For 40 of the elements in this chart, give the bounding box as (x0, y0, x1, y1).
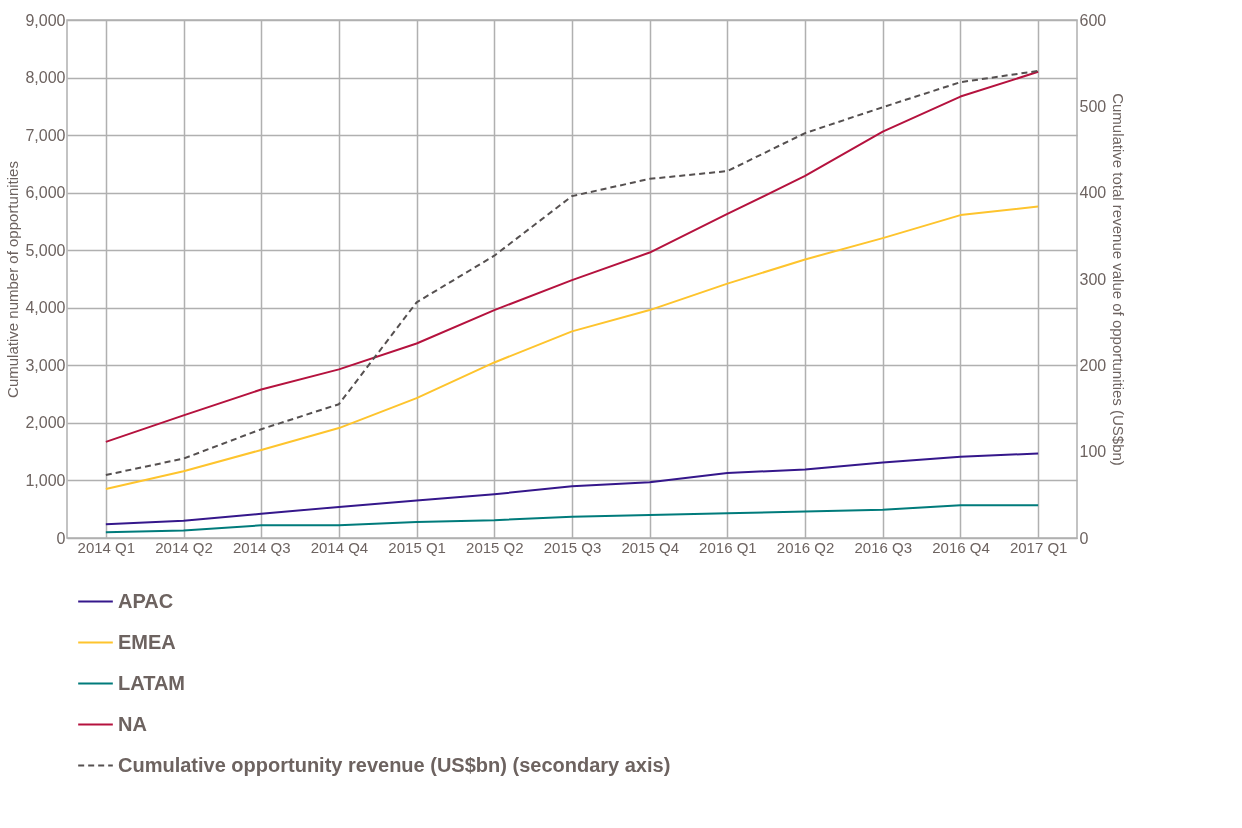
y-tick-label: 1,000 (25, 471, 66, 489)
legend-label: Cumulative opportunity revenue (US$bn) (secondary axis) (118, 753, 671, 776)
y2-tick-label: 300 (1079, 270, 1107, 288)
y2-axis-title: Cumulative total revenue value of opportunities (US$bn) (1110, 93, 1128, 466)
y2-tick-label: 400 (1079, 184, 1107, 202)
y2-tick-label: 600 (1079, 11, 1107, 29)
x-tick-label: 2015 Q1 (388, 538, 446, 556)
x-tick-label: 2014 Q2 (155, 538, 213, 556)
y-tick-label: 6,000 (25, 184, 66, 202)
x-tick-label: 2016 Q4 (932, 538, 990, 556)
y-tick-label: 3,000 (25, 356, 66, 374)
legend-label: LATAM (118, 671, 186, 694)
x-tick-label: 2014 Q1 (77, 538, 136, 556)
x-tick-label: 2016 Q1 (699, 538, 757, 556)
x-tick-label: 2017 Q1 (1009, 538, 1068, 556)
y-axis-title: Cumulative number of opportunities (4, 161, 22, 398)
x-tick-label: 2015 Q4 (621, 538, 679, 556)
legend-label: NA (118, 712, 147, 735)
line-series (104, 504, 1040, 534)
line-series (104, 452, 1040, 526)
y-tick-label: 5,000 (25, 241, 66, 259)
y-tick-label: 9,000 (25, 11, 66, 29)
y2-tick-label: 0 (1079, 529, 1089, 547)
x-tick-label: 2014 Q3 (232, 538, 291, 556)
legend-label: APAC (118, 589, 174, 612)
x-tick-label: 2016 Q3 (854, 538, 913, 556)
y-tick-label: 2,000 (25, 414, 66, 432)
y-tick-label: 8,000 (25, 69, 66, 87)
y-tick-label: 4,000 (25, 299, 66, 317)
x-tick-label: 2015 Q2 (466, 538, 524, 556)
line-series (104, 205, 1040, 491)
y-tick-label: 0 (56, 529, 66, 547)
y-tick-label: 7,000 (25, 126, 66, 144)
x-tick-label: 2014 Q4 (310, 538, 369, 556)
y2-tick-label: 100 (1079, 443, 1107, 461)
x-tick-label: 2015 Q3 (543, 538, 602, 556)
x-tick-label: 2016 Q2 (776, 538, 835, 556)
y2-tick-label: 500 (1079, 97, 1107, 115)
legend-label: EMEA (118, 630, 176, 653)
y2-tick-label: 200 (1079, 356, 1107, 374)
